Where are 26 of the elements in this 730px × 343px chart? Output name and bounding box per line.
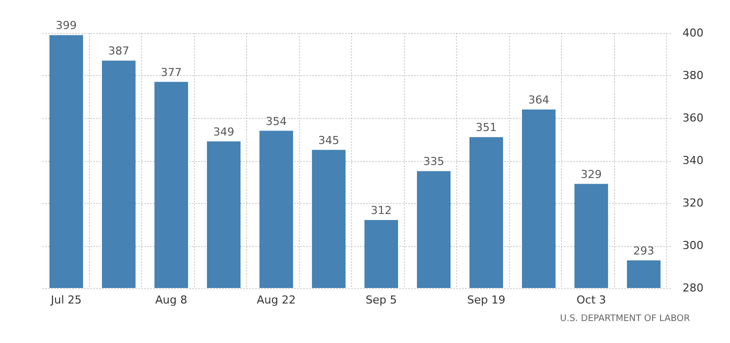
y-tick-label: 400 bbox=[682, 26, 704, 40]
y-tick-label: 320 bbox=[682, 196, 704, 210]
data-label: 387 bbox=[108, 44, 130, 58]
data-label: 293 bbox=[633, 244, 654, 258]
data-label: 351 bbox=[476, 121, 497, 134]
y-tick-label: 360 bbox=[682, 112, 704, 124]
y-tick-label: 380 bbox=[682, 69, 704, 82]
data-label: 349 bbox=[213, 125, 234, 138]
x-tick-label: Sep 19 bbox=[467, 294, 506, 306]
data-label: 312 bbox=[370, 204, 392, 217]
y-tick-label: 340 bbox=[682, 154, 704, 167]
x-tick-label: Sep 5 bbox=[366, 294, 397, 306]
data-label: 364 bbox=[528, 94, 550, 106]
data-label: 345 bbox=[318, 134, 340, 147]
text: U.S. DEPARTMENT OF LABOR bbox=[560, 314, 690, 324]
y-tick-label: 300 bbox=[682, 239, 704, 252]
data-label: 335 bbox=[423, 155, 444, 168]
data-label: 329 bbox=[580, 168, 602, 181]
y-tick-label: 280 bbox=[682, 282, 704, 294]
data-label: 354 bbox=[266, 114, 287, 128]
x-tick-label: Jul 25 bbox=[50, 294, 82, 306]
x-tick-label: Aug 22 bbox=[256, 294, 296, 306]
x-tick-label: Aug 8 bbox=[155, 294, 188, 306]
data-label: 377 bbox=[160, 66, 182, 79]
data-label: 399 bbox=[56, 19, 77, 32]
x-tick-label: Oct 3 bbox=[576, 294, 606, 306]
